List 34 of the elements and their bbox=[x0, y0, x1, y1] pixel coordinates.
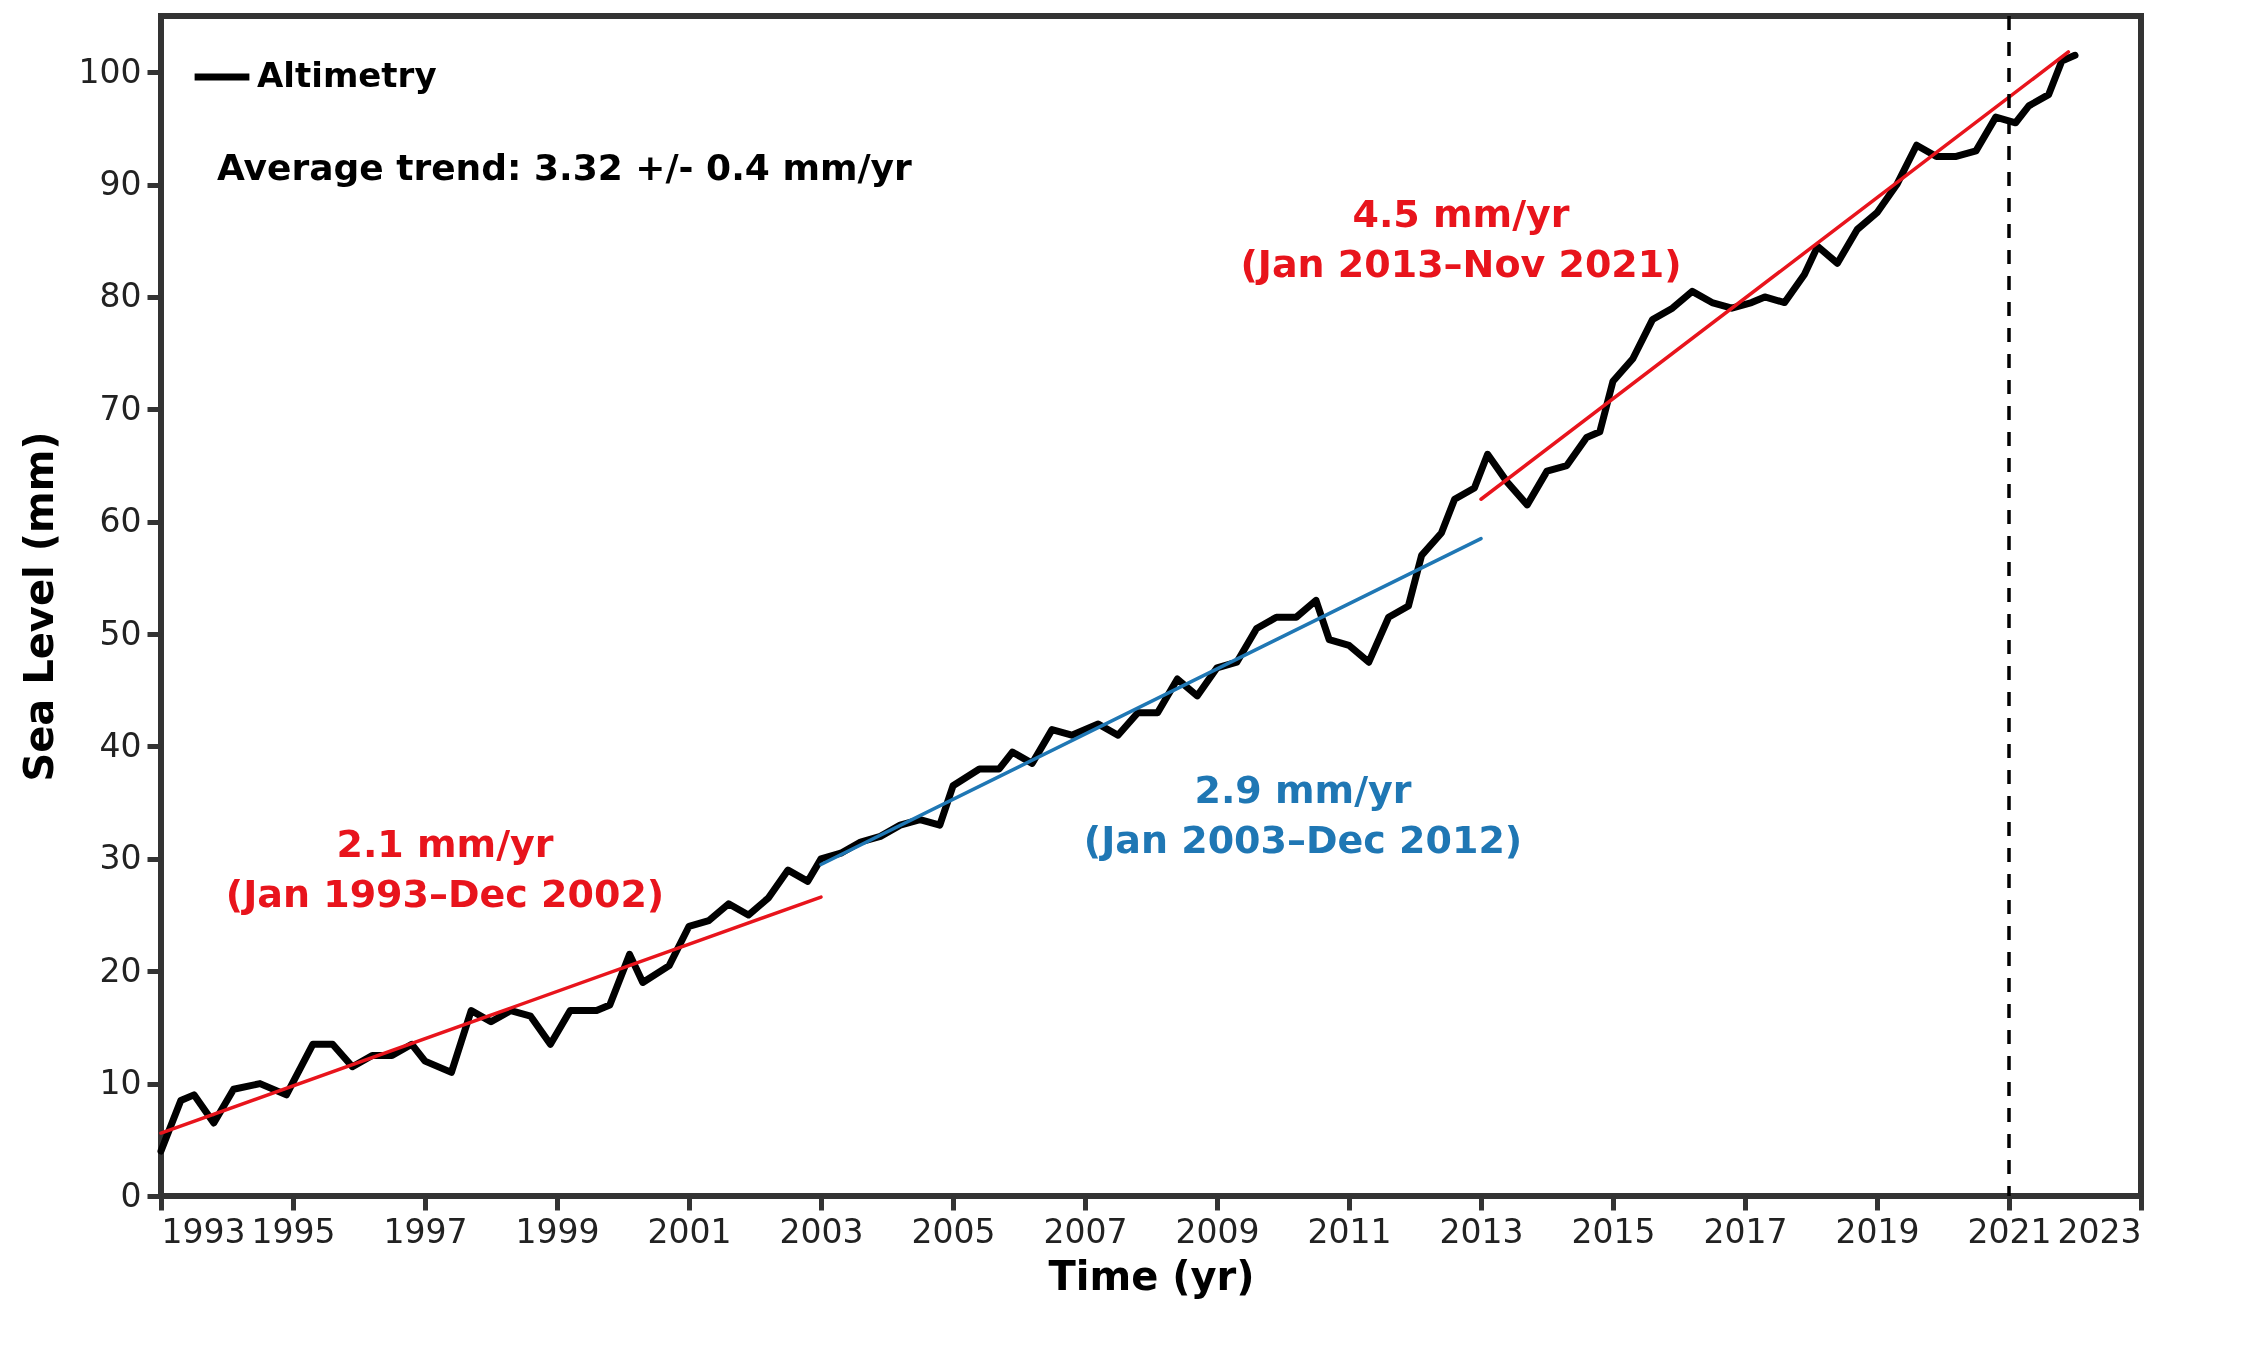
x-tick-label: 1995 bbox=[251, 1211, 336, 1251]
y-tick-label: 50 bbox=[99, 613, 142, 653]
y-tick-label: 90 bbox=[99, 164, 142, 204]
y-tick-label: 80 bbox=[99, 276, 142, 316]
annotation: 2.1 mm/yr (Jan 1993–Dec 2002) bbox=[225, 822, 665, 916]
x-tick-label: 2003 bbox=[779, 1211, 864, 1251]
x-tick-label: 1997 bbox=[383, 1211, 468, 1251]
x-tick-label: 2023 bbox=[2057, 1211, 2142, 1251]
y-tick-label: 100 bbox=[78, 51, 142, 91]
x-tick-label: 1999 bbox=[515, 1211, 600, 1251]
y-tick-label: 20 bbox=[99, 950, 142, 990]
y-axis-title: Sea Level (mm) bbox=[15, 431, 62, 782]
x-tick-label: 2009 bbox=[1175, 1211, 1260, 1251]
annotation: 2.9 mm/yr (Jan 2003–Dec 2012) bbox=[1083, 768, 1523, 862]
x-tick-label: 2021 bbox=[1967, 1211, 2052, 1251]
x-tick-label: 2007 bbox=[1043, 1211, 1128, 1251]
annotation: Average trend: 3.32 +/- 0.4 mm/yr bbox=[217, 147, 913, 188]
x-tick-label: 2019 bbox=[1835, 1211, 1920, 1251]
y-tick-label: 0 bbox=[120, 1175, 142, 1215]
x-tick-label: 1993 bbox=[161, 1211, 246, 1251]
y-tick-label: 60 bbox=[99, 501, 142, 541]
x-tick-label: 2013 bbox=[1439, 1211, 1524, 1251]
x-tick-label: 2011 bbox=[1307, 1211, 1392, 1251]
x-tick-label: 2017 bbox=[1703, 1211, 1788, 1251]
x-tick-label: 2001 bbox=[647, 1211, 732, 1251]
x-tick-label: 2005 bbox=[911, 1211, 996, 1251]
y-tick-label: 70 bbox=[99, 388, 142, 428]
y-tick-label: 30 bbox=[99, 838, 142, 878]
legend-label: Altimetry bbox=[257, 55, 437, 95]
x-axis-title: Time (yr) bbox=[1048, 1252, 1255, 1299]
annotation: 4.5 mm/yr (Jan 2013–Nov 2021) bbox=[1240, 192, 1682, 286]
y-tick-label: 40 bbox=[99, 725, 142, 765]
x-tick-label: 2015 bbox=[1571, 1211, 1656, 1251]
y-tick-label: 10 bbox=[99, 1063, 142, 1103]
